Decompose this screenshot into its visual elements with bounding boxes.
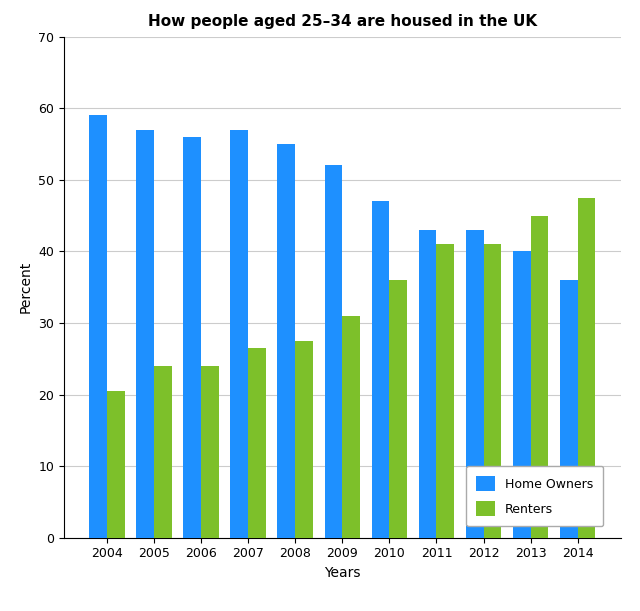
Bar (466, 230, 484, 538)
Bar (90, 115, 107, 538)
Bar (342, 316, 360, 538)
Bar (390, 280, 407, 538)
Bar (484, 244, 501, 538)
Bar (248, 348, 266, 538)
X-axis label: Years: Years (324, 566, 361, 580)
Bar (513, 251, 531, 538)
Bar (324, 166, 342, 538)
Bar (419, 230, 436, 538)
Bar (154, 366, 172, 538)
Bar (531, 216, 548, 538)
Legend: Home Owners, Renters: Home Owners, Renters (467, 466, 604, 527)
Bar (184, 137, 201, 538)
Title: How people aged 25–34 are housed in the UK: How people aged 25–34 are housed in the … (148, 13, 537, 29)
Bar (436, 244, 454, 538)
Bar (560, 280, 578, 538)
Bar (278, 144, 295, 538)
Bar (295, 341, 313, 538)
Bar (107, 391, 125, 538)
Bar (230, 130, 248, 538)
Bar (372, 201, 390, 538)
Bar (578, 198, 595, 538)
Bar (136, 130, 154, 538)
Y-axis label: Percent: Percent (19, 261, 33, 313)
Bar (201, 366, 219, 538)
